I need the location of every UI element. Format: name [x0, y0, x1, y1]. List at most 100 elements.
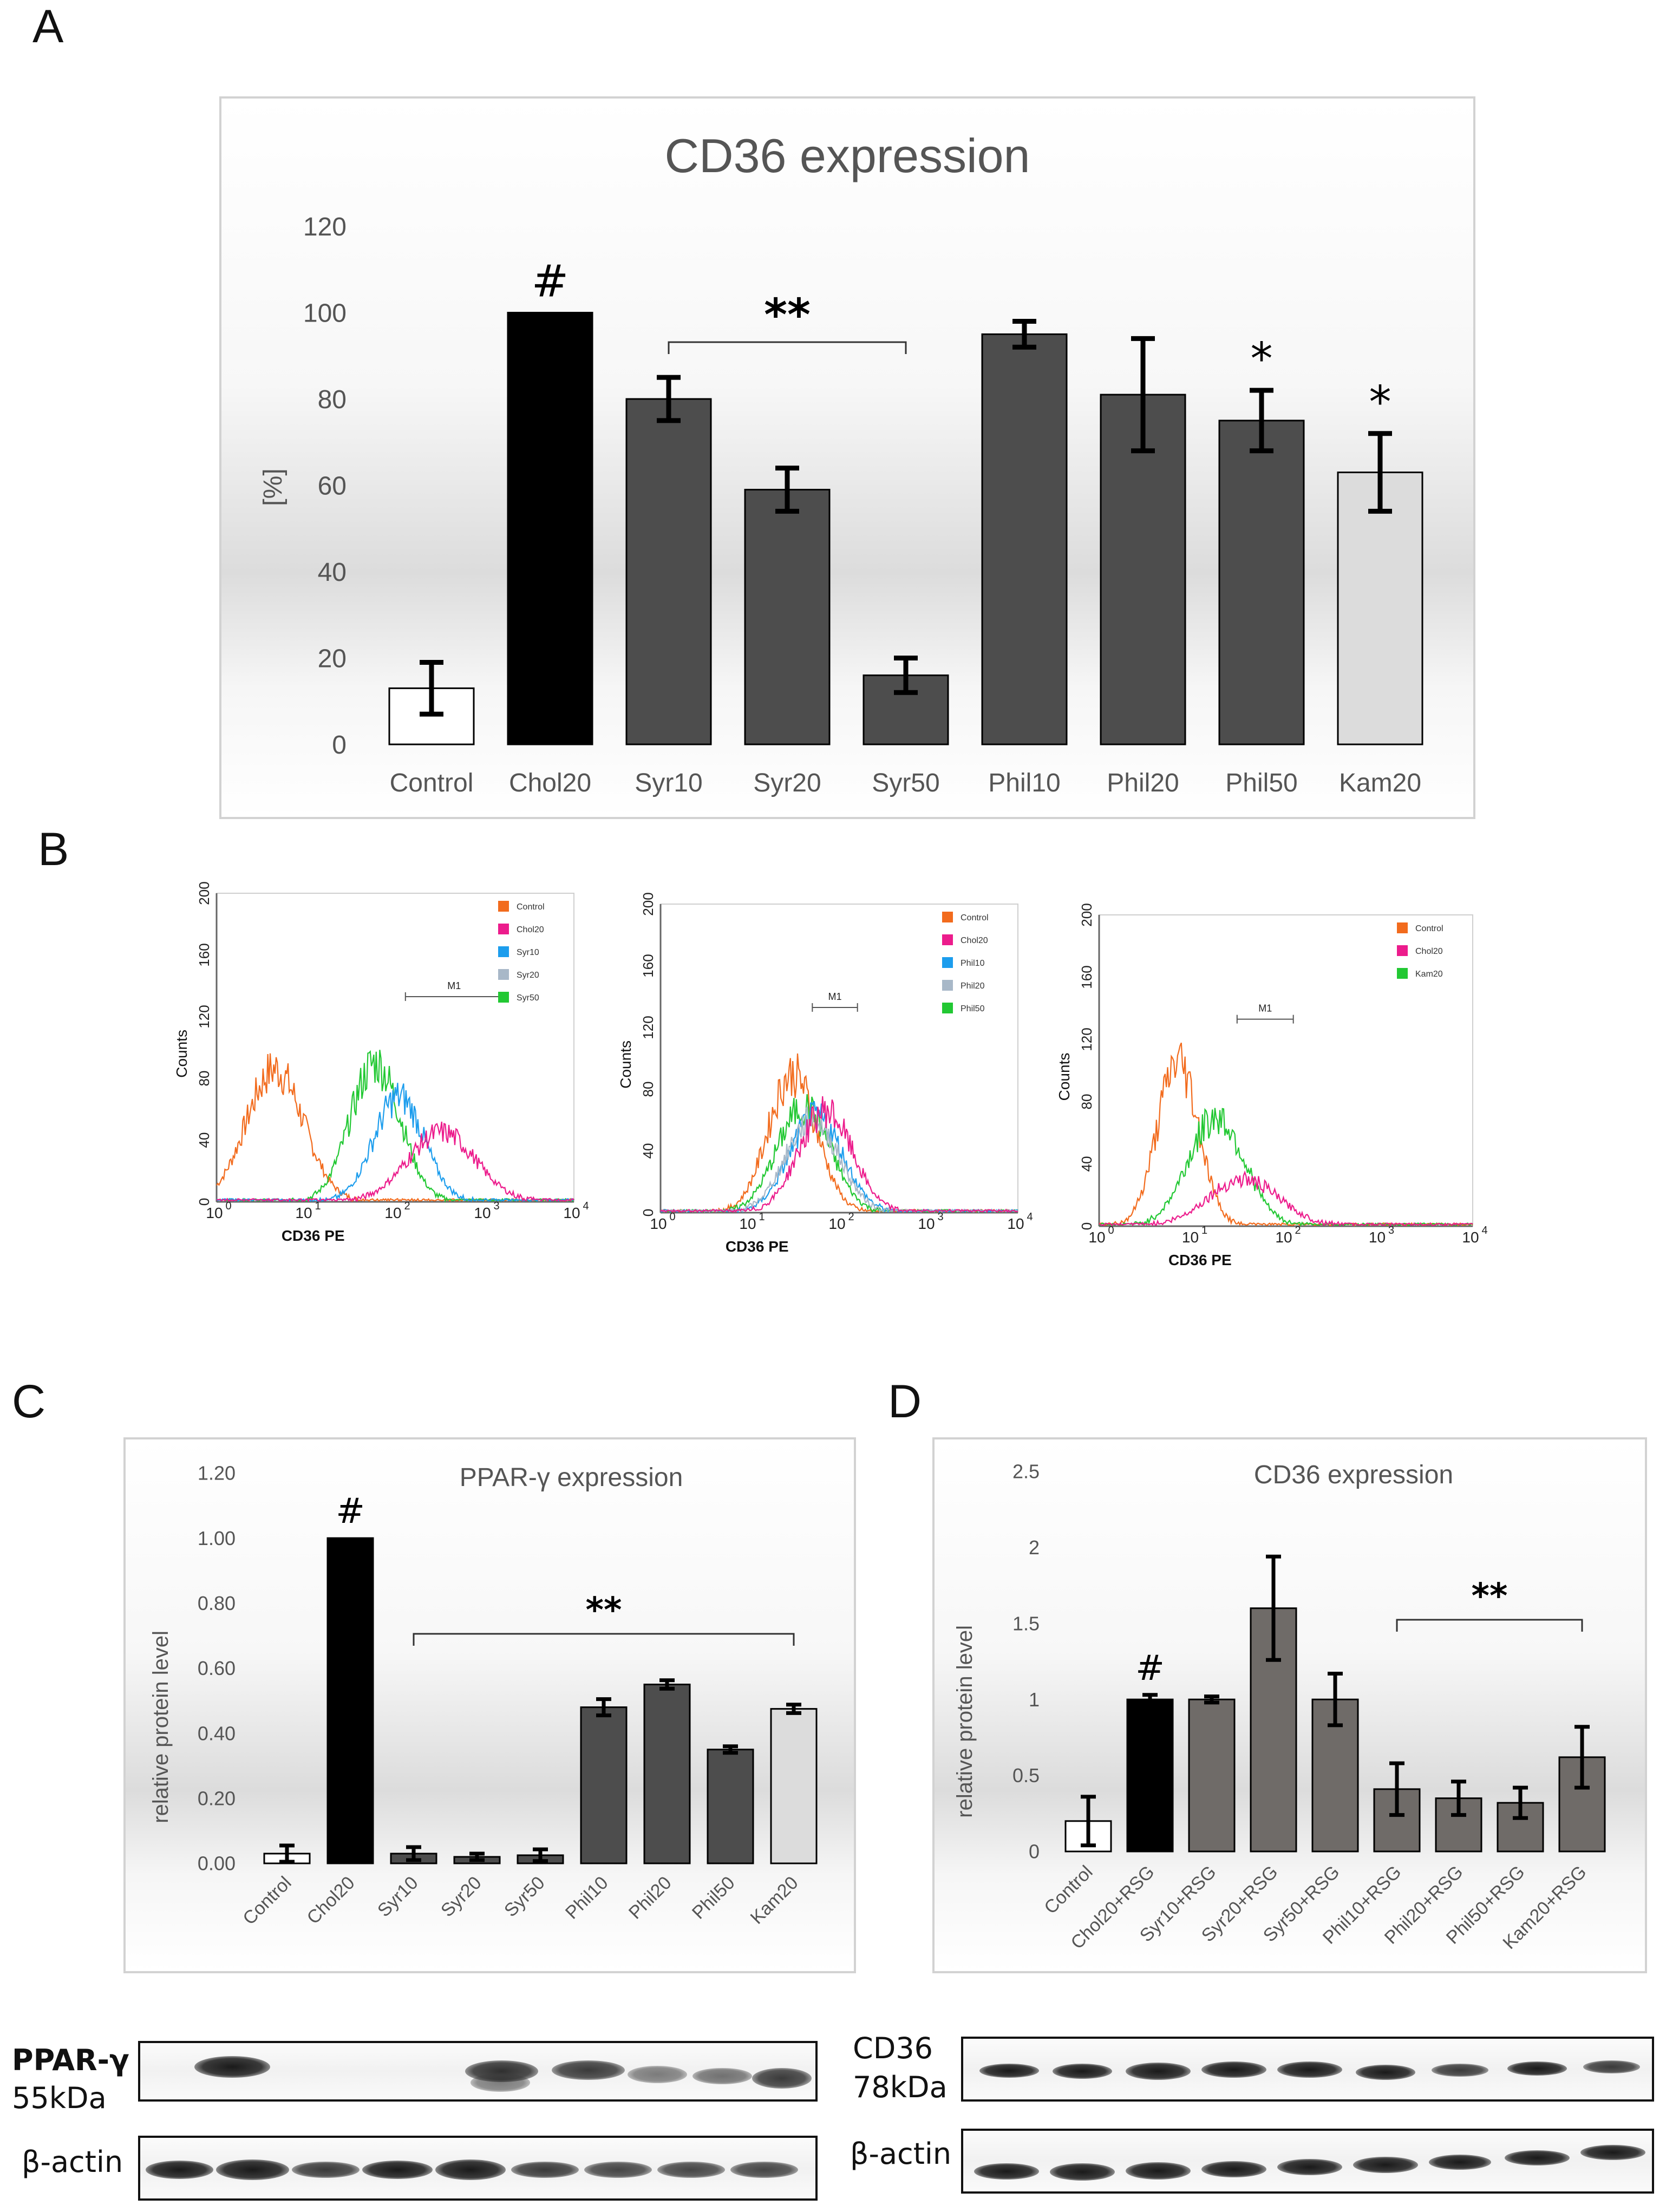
chart-d-ytick: 1	[1029, 1689, 1040, 1711]
hist-1-xtick: 10	[474, 1205, 491, 1221]
actin-band-d4	[1201, 2161, 1266, 2177]
chart-c-bar-chol20	[326, 1537, 374, 1864]
hist-2-legend-label: Chol20	[961, 936, 988, 945]
chart-a-bar-kam20	[1337, 472, 1423, 745]
hist-2-legend-label: Control	[961, 913, 989, 922]
actin-blot-label-c: β-actin	[22, 2145, 123, 2179]
chart-a-xlabel: Phil50	[1225, 769, 1297, 797]
actin-blot-strip-c	[138, 2136, 818, 2201]
chart-c-ytick: 0.20	[198, 1787, 236, 1809]
chart-d-ytick: 0.5	[1012, 1764, 1040, 1786]
cd36-band-9	[1583, 2060, 1640, 2073]
hist-2-ytick: 160	[640, 954, 656, 977]
chart-a-xlabel: Phil10	[988, 769, 1060, 797]
hist-3-xtick: 10	[1182, 1229, 1199, 1246]
hist-3-xtick-exp: 3	[1388, 1225, 1394, 1236]
chart-c-bar-phil10	[580, 1706, 628, 1864]
actin-band-c1	[146, 2161, 213, 2179]
chart-a-ytick: 120	[303, 213, 347, 241]
chart-a-xlabel: Syr10	[635, 769, 702, 797]
hist-1-frame	[216, 893, 574, 1202]
hist-1-legend-swatch	[498, 924, 509, 934]
hist-2-curve-phil20	[660, 1106, 1018, 1213]
ppar-band-phil20	[628, 2066, 687, 2083]
chart-d-ytick: 2.5	[1012, 1461, 1040, 1483]
chart-a-xlabel: Syr20	[753, 769, 821, 797]
hist-3-xlabel: CD36 PE	[1168, 1252, 1232, 1268]
hist-1-xtick: 10	[563, 1205, 580, 1221]
chart-a-xlabel: Syr50	[872, 769, 939, 797]
hist-3-xtick: 10	[1088, 1229, 1105, 1246]
hist-1-legend-swatch	[498, 969, 509, 980]
hist-3-curve-control	[1099, 1042, 1473, 1227]
chart-a-title: CD36 expression	[665, 129, 1030, 182]
chart-c-xlabel: Syr10	[374, 1873, 422, 1921]
actin-band-d2	[1050, 2163, 1115, 2181]
hist-3-ytick: 40	[1079, 1156, 1095, 1172]
chart-a-xlabel: Control	[390, 769, 474, 797]
chart-c-ytick: 0.00	[198, 1853, 236, 1875]
chart-c-ytick: 0.60	[198, 1657, 236, 1679]
chart-c-bracket	[413, 1633, 795, 1646]
chart-d-annotation: #	[1135, 1648, 1165, 1689]
hist-1-xtick-exp: 1	[315, 1200, 321, 1212]
chart-a-bar-phil50	[1218, 420, 1305, 745]
cd36-band-5	[1277, 2062, 1342, 2078]
actin-band-c2	[216, 2159, 289, 2180]
chart-a-xlabel: Phil20	[1107, 769, 1179, 797]
chart-a-ytick: 0	[332, 731, 347, 760]
chart-a-bar-phil10	[981, 333, 1068, 745]
hist-2-xtick-exp: 2	[848, 1211, 854, 1223]
hist-1-curve-control	[216, 1053, 574, 1202]
chart-c-annotation: #	[336, 1491, 365, 1532]
chart-a-annotation: *	[1369, 377, 1391, 428]
hist-1-xtick: 10	[295, 1205, 312, 1221]
chart-a-ytick: 60	[318, 472, 347, 500]
ppar-band-phil10	[552, 2060, 625, 2080]
chart-c-xlabel: Chol20	[303, 1873, 359, 1928]
panel-label-c: C	[12, 1376, 46, 1428]
hist-3-ytick: 0	[1079, 1222, 1095, 1230]
hist-2-xtick: 10	[828, 1215, 845, 1232]
chart-c-bar-kam20	[770, 1708, 818, 1864]
chart-d-bar-chol20-rsg	[1126, 1698, 1174, 1853]
hist-1-ylabel: Counts	[173, 1030, 190, 1078]
chart-a-ytick: 80	[318, 385, 347, 414]
actin-band-d9	[1580, 2145, 1645, 2160]
hist-3-xtick-exp: 2	[1295, 1225, 1301, 1236]
chart-c-annotation: **	[586, 1591, 622, 1631]
chart-a-bracket	[668, 341, 907, 354]
ppar-blot-strip	[138, 2041, 818, 2102]
hist-3-xtick-exp: 4	[1481, 1225, 1487, 1236]
chart-c-xlabel: Kam20	[747, 1873, 802, 1928]
chart-d-ytick: 0	[1029, 1841, 1040, 1863]
panel-label-b: B	[38, 823, 69, 875]
chart-c-ylabel: relative protein level	[149, 1631, 173, 1823]
hist-3-ytick: 120	[1079, 1028, 1095, 1051]
hist-1-xlabel: CD36 PE	[282, 1227, 345, 1244]
hist-2-legend-label: Phil20	[961, 981, 985, 991]
actin-band-c9	[730, 2162, 798, 2178]
hist-2-xlabel: CD36 PE	[726, 1238, 789, 1255]
hist-3-xtick-exp: 1	[1201, 1225, 1207, 1236]
chart-d-xlabel: Control	[1040, 1862, 1096, 1918]
hist-3-legend-swatch	[1397, 922, 1408, 933]
hist-1-ytick: 40	[196, 1133, 212, 1148]
hist-2-legend-label: Phil50	[961, 1004, 985, 1013]
hist-3-xtick-exp: 0	[1108, 1225, 1114, 1236]
hist-2-ytick: 0	[640, 1209, 656, 1216]
hist-1-xtick-exp: 3	[493, 1200, 499, 1212]
hist-2-legend-swatch	[942, 980, 953, 991]
hist-1-legend-swatch	[498, 946, 509, 957]
actin-band-c6	[511, 2162, 579, 2178]
hist-1-legend-swatch	[498, 901, 509, 912]
hist-1-legend-swatch	[498, 992, 509, 1003]
chart-c-title: PPAR-γ expression	[460, 1463, 683, 1492]
hist-3-legend-swatch	[1397, 945, 1408, 956]
chart-d-ytick: 2	[1029, 1536, 1040, 1559]
cd36-band-4	[1201, 2062, 1266, 2078]
cd36-band-1	[979, 2064, 1039, 2078]
hist-1-curve-syr10	[216, 1083, 574, 1202]
hist-1-gate-label: M1	[447, 980, 461, 991]
